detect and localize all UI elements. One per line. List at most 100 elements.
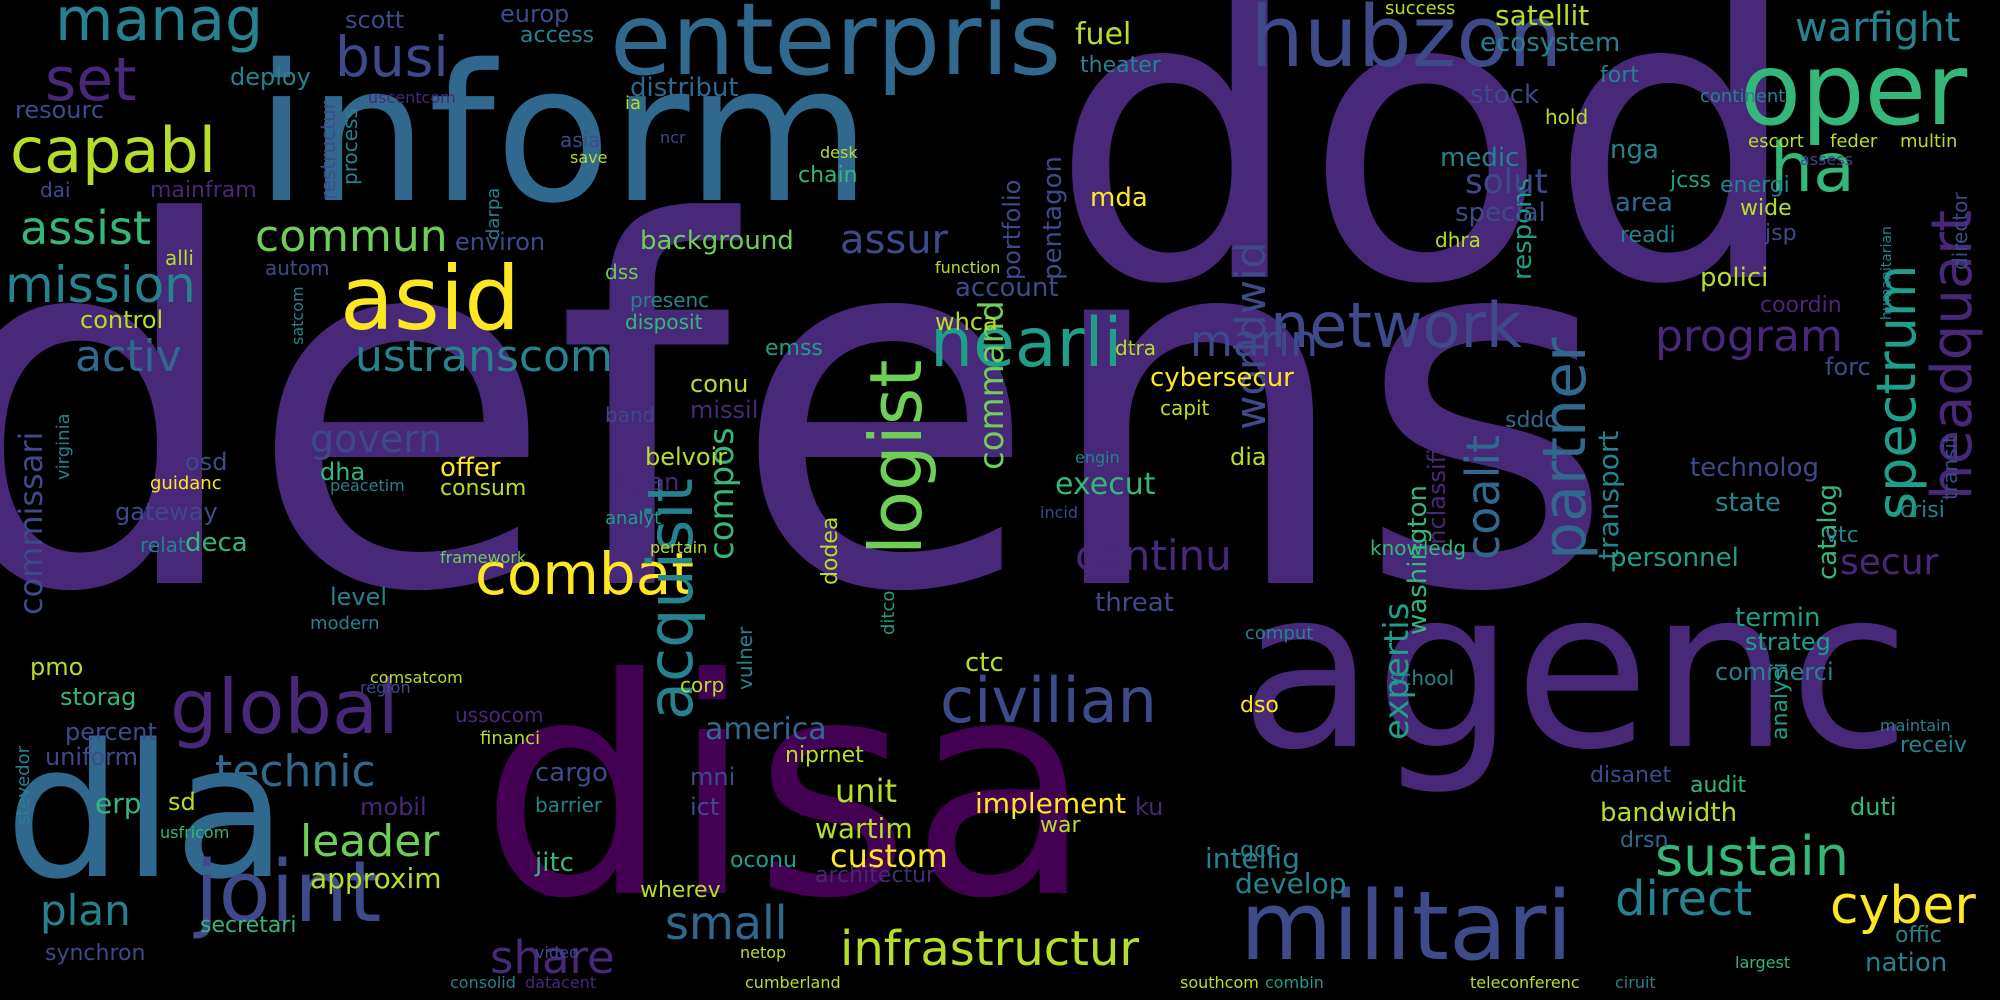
word: dso: [1240, 693, 1279, 718]
word: plan: [40, 886, 131, 935]
word: gcc: [1240, 838, 1279, 863]
word: combin: [1265, 973, 1324, 992]
word: continent: [1700, 86, 1786, 107]
word: largest: [1735, 953, 1791, 972]
word: vtc: [1825, 523, 1859, 548]
word: manag: [55, 0, 264, 55]
word: wartim: [815, 812, 913, 845]
word: save: [570, 148, 608, 167]
word: fuel: [1075, 17, 1132, 52]
word: ustranscom: [355, 331, 613, 382]
word: cargo: [535, 758, 608, 788]
word: solut: [1465, 162, 1548, 202]
word: dha: [320, 458, 366, 486]
word: disanet: [1590, 763, 1672, 788]
word: restructur: [316, 101, 340, 200]
word: wherev: [640, 878, 721, 903]
word: multin: [1900, 131, 1958, 152]
word: set: [45, 45, 137, 115]
word: whca: [935, 308, 998, 336]
word: vulner: [733, 626, 757, 690]
word: jitc: [535, 848, 574, 878]
word: asid: [340, 247, 521, 350]
word: modern: [310, 613, 380, 634]
word: network: [1270, 289, 1522, 362]
word: state: [1715, 488, 1781, 518]
word: pertain: [650, 538, 708, 557]
word: nation: [1865, 948, 1948, 978]
word: autom: [265, 256, 330, 280]
word: feder: [1830, 131, 1878, 152]
word: assur: [840, 217, 948, 263]
word: sddc: [1505, 408, 1557, 433]
word: incid: [1040, 503, 1078, 522]
word: ctc: [965, 648, 1004, 678]
word: relat: [140, 533, 186, 557]
word: share: [490, 931, 615, 984]
word: mda: [1090, 183, 1148, 213]
word: ditco: [878, 590, 899, 635]
word: cyber: [1830, 876, 1976, 936]
word: niprnet: [785, 743, 864, 768]
word: hubzon: [1250, 0, 1563, 87]
word: enterpris: [610, 0, 1062, 98]
word: dtra: [1115, 336, 1157, 360]
word: joint: [195, 843, 382, 942]
word: area: [1615, 188, 1673, 218]
word: approxim: [310, 862, 442, 895]
word: teleconferenc: [1470, 973, 1580, 992]
word: agenc: [1240, 542, 1911, 798]
word: worldwid: [1226, 241, 1275, 430]
word: uniform: [45, 743, 139, 771]
word: deploy: [230, 63, 311, 91]
word: synchron: [45, 941, 146, 966]
word: direct: [1615, 871, 1753, 927]
word: secretari: [200, 913, 297, 938]
word: medic: [1440, 143, 1520, 173]
word: jcss: [1670, 168, 1712, 193]
word: combat: [475, 540, 694, 608]
word: continu: [1075, 531, 1232, 580]
word: pmo: [30, 653, 84, 681]
word: usfricom: [160, 823, 230, 842]
word: warfight: [1795, 5, 1961, 51]
word: militari: [1240, 872, 1573, 982]
word: capit: [1160, 396, 1210, 420]
word: wide: [1740, 196, 1792, 221]
word: scott: [345, 6, 405, 34]
word: belvoir: [645, 443, 728, 471]
word: maintain: [1880, 716, 1951, 735]
word: dodea: [818, 516, 843, 585]
word: ncr: [660, 128, 686, 147]
word: implement: [975, 787, 1127, 820]
word: ia: [625, 93, 642, 114]
word: organ: [610, 468, 680, 496]
word: america: [705, 712, 827, 747]
word: jsp: [1765, 221, 1797, 246]
word: pentagon: [1038, 156, 1068, 280]
word: southcom: [1180, 973, 1259, 992]
word: knowledg: [1370, 536, 1467, 560]
word: portfolio: [998, 179, 1026, 280]
word: success: [1385, 0, 1456, 19]
word: dod: [1050, 0, 1803, 372]
word: deca: [185, 528, 248, 558]
word: guidanc: [150, 473, 222, 494]
word: nearli: [930, 304, 1123, 383]
word: disa: [480, 615, 1094, 964]
word: readi: [1620, 223, 1676, 248]
word: mainfram: [150, 178, 257, 203]
word: busi: [335, 25, 449, 89]
word: theater: [1080, 53, 1161, 78]
word: capabl: [10, 114, 217, 187]
word: assist: [20, 201, 151, 255]
word: escort: [1748, 131, 1804, 152]
word: storag: [60, 683, 137, 711]
word: dhra: [1435, 228, 1481, 252]
word: band: [605, 403, 656, 427]
word: comsatcom: [370, 668, 463, 687]
word: consolid: [450, 973, 516, 992]
word: custom: [830, 837, 948, 875]
word: engin: [1075, 448, 1120, 467]
word: missil: [690, 396, 759, 424]
